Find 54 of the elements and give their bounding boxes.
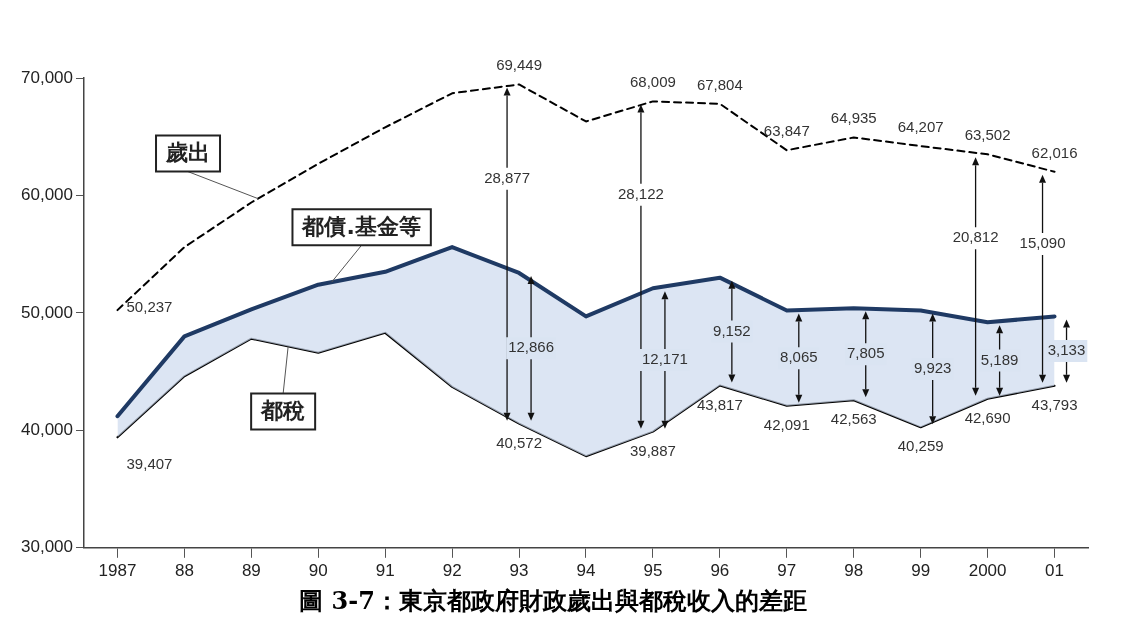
annotation: 7,805 bbox=[846, 344, 885, 362]
data-label: 62,016 bbox=[1031, 143, 1078, 161]
text: 歲出 bbox=[165, 140, 211, 166]
x-tick-label: 1987 bbox=[98, 560, 137, 580]
data-label: 42,690 bbox=[964, 408, 1011, 426]
data-label: 63,847 bbox=[763, 122, 810, 140]
data-label: 43,817 bbox=[696, 395, 743, 413]
x-tick-label: 90 bbox=[308, 560, 328, 580]
data-label: 39,887 bbox=[629, 441, 676, 459]
data-label: 42,563 bbox=[830, 410, 877, 428]
data-label: 67,804 bbox=[696, 75, 743, 93]
y-tick-label: 60,000 bbox=[21, 185, 73, 205]
y-tick-label: 70,000 bbox=[21, 67, 73, 87]
annotation: 12,866 bbox=[508, 338, 555, 356]
data-label: 42,091 bbox=[763, 415, 810, 433]
data-label: 40,572 bbox=[496, 433, 543, 451]
annotation: 28,122 bbox=[617, 184, 664, 202]
data-label: 39,407 bbox=[126, 455, 173, 473]
text: 都稅 bbox=[260, 398, 306, 424]
data-label: 64,935 bbox=[830, 109, 877, 127]
x-tick-label: 95 bbox=[643, 560, 663, 580]
annotation: 28,877 bbox=[484, 168, 531, 186]
x-tick-label: 93 bbox=[509, 560, 529, 580]
data-label: 43,793 bbox=[1031, 395, 1078, 413]
x-tick-label: 97 bbox=[777, 560, 797, 580]
annotation: 12,171 bbox=[641, 350, 688, 368]
x-tick-label: 88 bbox=[174, 560, 194, 580]
data-label: 63,502 bbox=[964, 126, 1011, 144]
annotation: 15,090 bbox=[1019, 234, 1066, 252]
data-label: 69,449 bbox=[496, 56, 543, 74]
x-tick-label: 98 bbox=[844, 560, 864, 580]
data-label: 64,207 bbox=[897, 118, 944, 136]
text: 圖 3-7：東京都政府財政歲出與都稅收入的差距 bbox=[299, 585, 807, 615]
y-tick-label: 40,000 bbox=[21, 420, 73, 440]
annotation: 3,133 bbox=[1047, 341, 1086, 359]
x-tick-label: 94 bbox=[576, 560, 596, 580]
y-tick-label: 30,000 bbox=[21, 537, 73, 557]
annotation: 8,065 bbox=[780, 348, 818, 366]
x-tick-label: 91 bbox=[375, 560, 395, 580]
x-tick-label: 01 bbox=[1045, 560, 1064, 580]
x-tick-label: 89 bbox=[241, 560, 261, 580]
annotation: 9,152 bbox=[713, 321, 751, 339]
x-tick-label: 2000 bbox=[968, 560, 1007, 580]
x-tick-label: 99 bbox=[911, 560, 931, 580]
data-label: 50,237 bbox=[126, 298, 173, 316]
annotation: 9,923 bbox=[913, 359, 952, 377]
data-label: 40,259 bbox=[897, 437, 944, 455]
series-label: 都債.基金等 bbox=[301, 213, 421, 239]
annotation: 5,189 bbox=[980, 350, 1019, 368]
x-tick-label: 92 bbox=[442, 560, 462, 580]
y-tick-label: 50,000 bbox=[21, 302, 73, 322]
x-tick-label: 96 bbox=[710, 560, 730, 580]
data-label: 68,009 bbox=[629, 73, 676, 91]
annotation: 20,812 bbox=[952, 228, 999, 246]
